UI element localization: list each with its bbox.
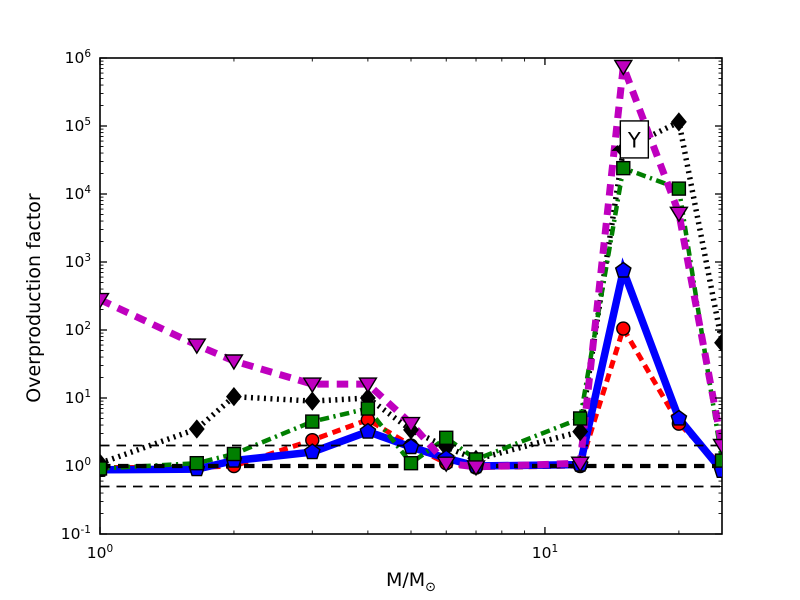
marker-magenta	[224, 354, 244, 371]
marker-green	[226, 446, 242, 462]
y-tick-label: 105	[65, 116, 91, 135]
marker-green	[360, 401, 376, 416]
marker-green	[572, 411, 588, 426]
marker-blue	[402, 438, 420, 455]
marker-magenta	[302, 377, 323, 394]
marker-green	[403, 455, 419, 471]
marker-magenta	[466, 460, 486, 477]
marker-magenta	[712, 438, 722, 455]
marker-magenta	[358, 377, 378, 394]
marker-black	[304, 391, 321, 411]
marker-magenta	[669, 206, 689, 223]
x-axis-label-main: M/M	[385, 569, 426, 591]
y-tick-label: 101	[65, 388, 91, 407]
annotation-box	[619, 120, 650, 159]
y-tick-label: 100	[65, 456, 91, 475]
marker-green	[305, 414, 320, 429]
annotation-text: Y	[627, 128, 641, 152]
y-tick-label: 10-1	[61, 524, 91, 543]
marker-green	[100, 461, 108, 476]
marker-red	[616, 321, 631, 336]
y-tick-label: 106	[65, 48, 92, 67]
x-tick-label: 100	[87, 543, 113, 562]
sun-symbol: ⊙	[425, 580, 437, 595]
marker-magenta	[613, 59, 634, 76]
marker-blue	[359, 422, 377, 439]
marker-blue	[670, 409, 688, 426]
markers-layer	[100, 59, 722, 478]
x-axis-label: M/M⊙	[386, 569, 436, 595]
marker-magenta	[187, 338, 207, 355]
marker-magenta	[401, 416, 421, 433]
marker-blue	[303, 443, 321, 460]
series-black-line	[100, 117, 722, 466]
marker-black	[670, 112, 687, 132]
marker-black	[225, 386, 242, 407]
x-tick-label: 101	[532, 543, 558, 562]
marker-blue	[614, 261, 632, 278]
marker-green	[616, 160, 631, 176]
marker-green	[189, 455, 204, 471]
marker-green	[439, 430, 454, 445]
y-axis-label: Overproduction factor	[23, 193, 45, 403]
marker-magenta	[100, 292, 110, 309]
y-tick-label: 103	[65, 252, 91, 271]
marker-green	[671, 181, 687, 196]
y-tick-label: 104	[65, 184, 92, 203]
marker-black	[188, 419, 205, 439]
annotation-arrowhead	[611, 145, 620, 151]
marker-green	[714, 453, 722, 468]
marker-black	[714, 333, 722, 353]
marker-magenta	[570, 456, 590, 473]
marker-magenta	[436, 456, 456, 473]
y-tick-label: 102	[65, 320, 91, 339]
annotation-layer: Y	[611, 120, 650, 159]
marker-black	[572, 421, 589, 442]
